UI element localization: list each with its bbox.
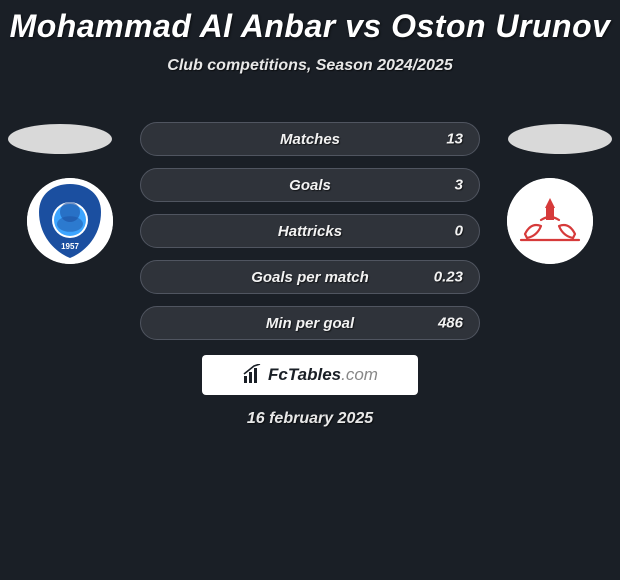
- stat-label: Goals: [289, 177, 331, 194]
- stat-value: 3: [455, 177, 463, 194]
- svg-text:1957: 1957: [61, 242, 79, 251]
- stat-label: Hattricks: [278, 223, 342, 240]
- stat-value: 0: [455, 223, 463, 240]
- stat-label: Matches: [280, 131, 340, 148]
- player-oval-right: [508, 124, 612, 154]
- stat-row-matches: Matches 13: [140, 122, 480, 156]
- club-badge-left: 1957: [27, 178, 113, 264]
- chart-icon: [242, 364, 264, 386]
- club-badge-right: [507, 178, 593, 264]
- stat-label: Goals per match: [251, 269, 369, 286]
- stat-row-goals-per-match: Goals per match 0.23: [140, 260, 480, 294]
- logo-rest: Tables: [288, 365, 341, 384]
- site-logo: FcTables.com: [202, 355, 418, 395]
- subtitle: Club competitions, Season 2024/2025: [0, 57, 620, 75]
- logo-text: FcTables.com: [268, 365, 378, 385]
- stat-row-goals: Goals 3: [140, 168, 480, 202]
- stat-row-min-per-goal: Min per goal 486: [140, 306, 480, 340]
- logo-tld: .com: [341, 365, 378, 384]
- stat-row-hattricks: Hattricks 0: [140, 214, 480, 248]
- stats-panel: Matches 13 Goals 3 Hattricks 0 Goals per…: [140, 122, 480, 352]
- stat-value: 486: [438, 315, 463, 332]
- page-title: Mohammad Al Anbar vs Oston Urunov: [0, 0, 620, 45]
- stat-label: Min per goal: [266, 315, 354, 332]
- logo-brand: Fc: [268, 365, 288, 384]
- date-text: 16 february 2025: [0, 410, 620, 428]
- stat-value: 0.23: [434, 269, 463, 286]
- stat-value: 13: [446, 131, 463, 148]
- player-oval-left: [8, 124, 112, 154]
